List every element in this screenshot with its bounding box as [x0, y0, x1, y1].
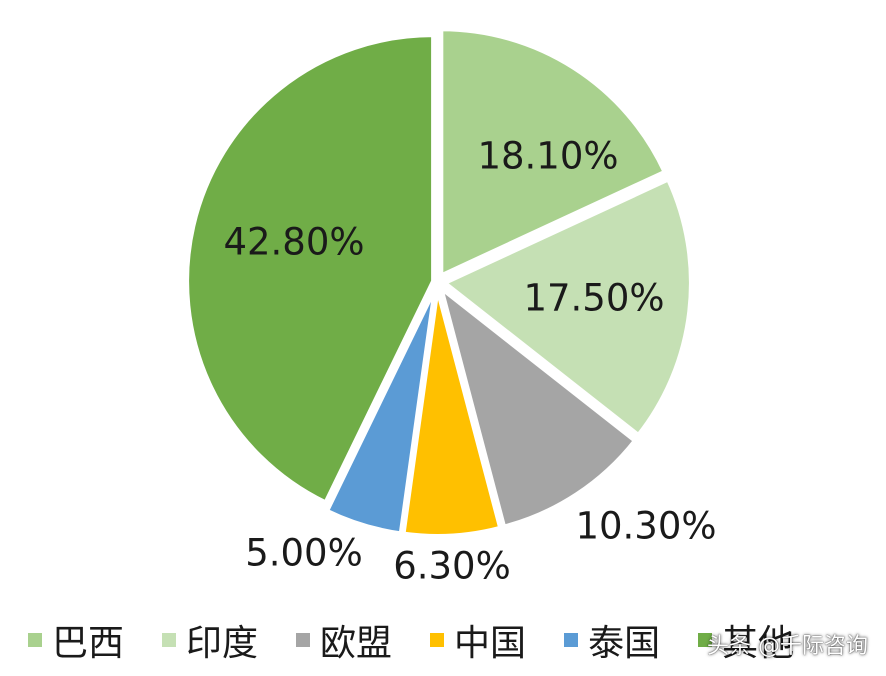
slice-data-label: 10.30%	[575, 505, 716, 548]
legend-item-other: 其他	[698, 614, 794, 666]
legend-item-china: 中国	[430, 614, 526, 666]
pie-slice-4	[325, 287, 437, 536]
legend-item-india: 印度	[162, 614, 258, 666]
pie-slice-2	[439, 286, 637, 529]
slice-data-label: 5.00%	[245, 532, 363, 575]
legend-item-eu: 欧盟	[296, 614, 392, 666]
legend-label: 巴西	[52, 623, 125, 664]
legend-label: 泰国	[588, 623, 661, 664]
pie-slice-3	[401, 287, 503, 538]
pie-slice-0	[439, 27, 667, 278]
legend-label: 印度	[186, 623, 259, 664]
legend-swatch	[162, 633, 177, 647]
slice-data-label: 42.80%	[223, 221, 364, 264]
slice-data-label: 18.10%	[477, 135, 618, 178]
legend-item-thailand: 泰国	[564, 614, 660, 666]
legend-swatch	[28, 633, 42, 647]
legend-label: 中国	[454, 623, 527, 664]
pie-slice-5	[185, 33, 436, 505]
legend-swatch	[430, 633, 445, 647]
legend-label: 其他	[722, 623, 795, 664]
legend-swatch	[698, 633, 713, 647]
legend: 巴西 印度 欧盟 中国 泰国 其他	[28, 612, 832, 668]
legend-swatch	[296, 633, 311, 647]
legend-item-brazil: 巴西	[28, 614, 124, 666]
slice-data-label: 17.50%	[523, 277, 664, 320]
slice-data-label: 6.30%	[393, 545, 511, 588]
legend-label: 欧盟	[320, 623, 393, 664]
pie-slice-1	[442, 177, 693, 437]
watermark-text: 头条 @千际咨询	[707, 634, 868, 659]
legend-swatch	[564, 633, 579, 647]
